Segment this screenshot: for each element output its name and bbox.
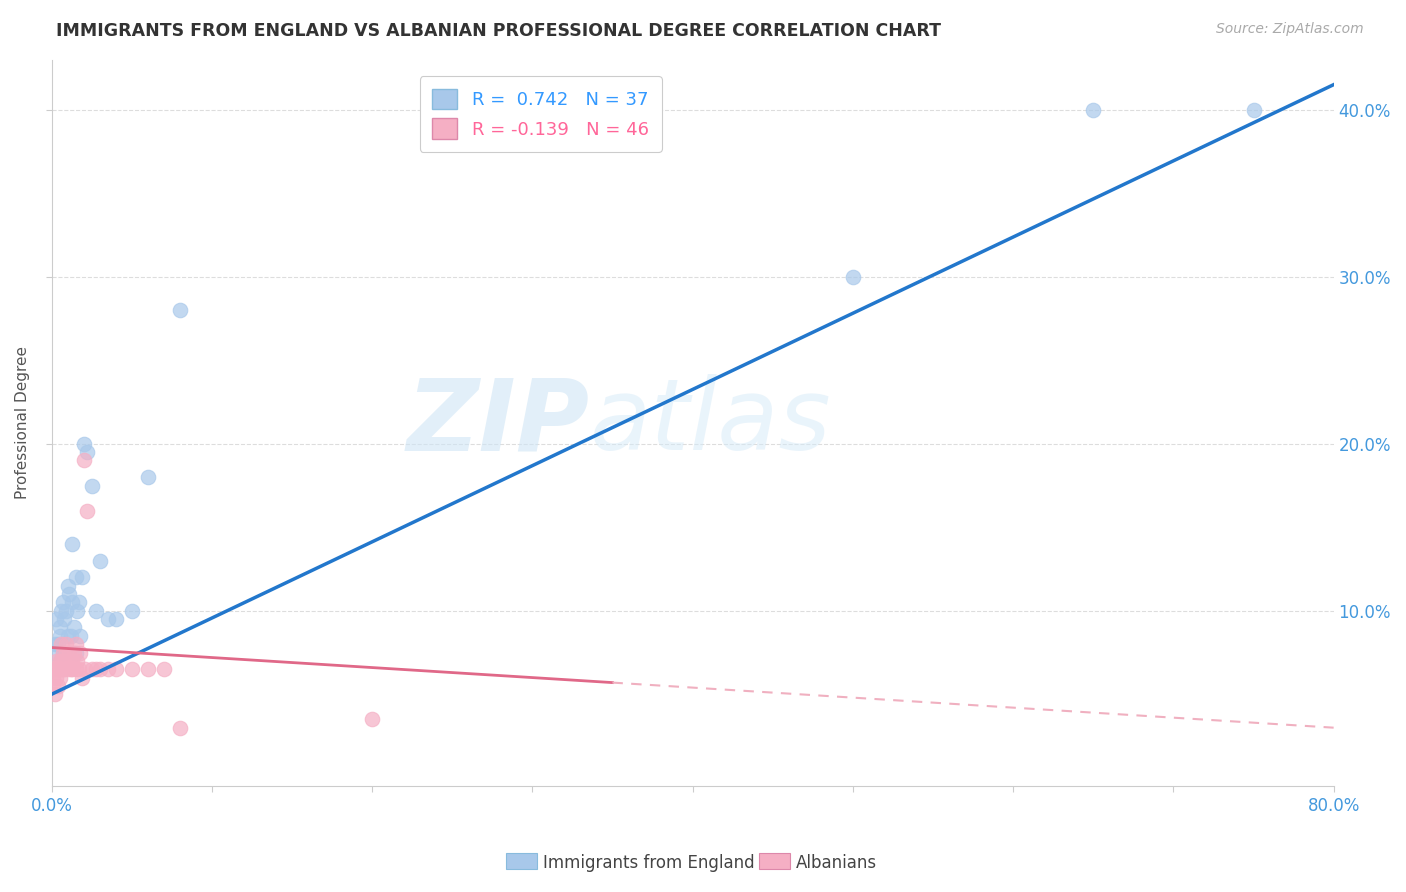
Point (67, 595, 90, 609)
Point (121, 662, 143, 676)
Point (53, 662, 76, 676)
Point (86, 604, 108, 618)
Point (48, 654, 70, 668)
Point (65, 570, 87, 584)
Point (46, 679, 69, 693)
Point (89, 662, 111, 676)
Point (49, 637, 72, 651)
Text: Immigrants from England: Immigrants from England (543, 854, 755, 871)
Point (66, 604, 89, 618)
Point (45, 612, 67, 626)
Point (56, 579, 79, 593)
Point (60, 537, 83, 551)
Point (104, 612, 127, 626)
Point (69, 646, 91, 660)
Point (76, 445, 98, 459)
Point (44, 637, 66, 651)
Point (52, 662, 75, 676)
Point (58, 646, 80, 660)
Point (46, 637, 69, 651)
Point (60, 662, 83, 676)
Point (70, 671, 93, 685)
Point (72, 436, 94, 450)
Point (42, 671, 65, 685)
Point (80, 662, 103, 676)
Point (49, 654, 72, 668)
Point (59, 654, 82, 668)
Point (76, 503, 98, 517)
Point (63, 646, 86, 660)
Point (136, 470, 159, 484)
Legend: R =  0.742   N = 37, R = -0.139   N = 46: R = 0.742 N = 37, R = -0.139 N = 46 (419, 76, 662, 152)
Point (53, 612, 76, 626)
Point (52, 646, 75, 660)
Point (80, 478, 103, 492)
Text: ZIP: ZIP (406, 375, 591, 471)
Point (55, 637, 77, 651)
Point (52, 595, 75, 609)
Point (65, 646, 87, 660)
Point (45, 671, 67, 685)
Point (48, 620, 70, 634)
Point (44, 662, 66, 676)
Point (67, 662, 90, 676)
Point (86, 662, 108, 676)
Point (169, 303, 191, 318)
Point (136, 662, 159, 676)
Point (121, 604, 143, 618)
Point (152, 662, 174, 676)
Point (60, 595, 83, 609)
Text: IMMIGRANTS FROM ENGLAND VS ALBANIAN PROFESSIONAL DEGREE CORRELATION CHART: IMMIGRANTS FROM ENGLAND VS ALBANIAN PROF… (56, 22, 941, 40)
Point (55, 604, 77, 618)
Point (72, 453, 94, 467)
Point (65, 637, 87, 651)
Point (56, 654, 79, 668)
Point (55, 646, 77, 660)
Point (89, 554, 111, 568)
Point (49, 604, 72, 618)
Point (169, 721, 191, 735)
Point (45, 654, 67, 668)
Point (63, 620, 86, 634)
Point (104, 662, 127, 676)
Text: Source: ZipAtlas.com: Source: ZipAtlas.com (1216, 22, 1364, 37)
Point (66, 654, 89, 668)
Point (42, 646, 65, 660)
Y-axis label: Professional Degree: Professional Degree (15, 346, 30, 500)
Text: atlas: atlas (591, 375, 831, 471)
Text: Albanians: Albanians (796, 854, 877, 871)
Point (44, 687, 66, 701)
Point (48, 662, 70, 676)
Point (60, 654, 83, 668)
Point (70, 570, 93, 584)
Point (53, 654, 76, 668)
Point (48, 629, 70, 643)
Point (56, 662, 79, 676)
Point (361, 712, 384, 726)
Point (1243, 103, 1265, 117)
Point (97, 612, 120, 626)
Point (52, 646, 75, 660)
Point (1083, 103, 1105, 117)
Point (59, 629, 82, 643)
Point (75, 662, 97, 676)
Point (842, 269, 865, 284)
Point (97, 662, 120, 676)
Point (48, 671, 70, 685)
Point (65, 662, 87, 676)
Point (42, 679, 65, 693)
Point (58, 587, 80, 601)
Point (46, 662, 69, 676)
Point (56, 629, 79, 643)
Point (69, 629, 91, 643)
Point (59, 662, 82, 676)
